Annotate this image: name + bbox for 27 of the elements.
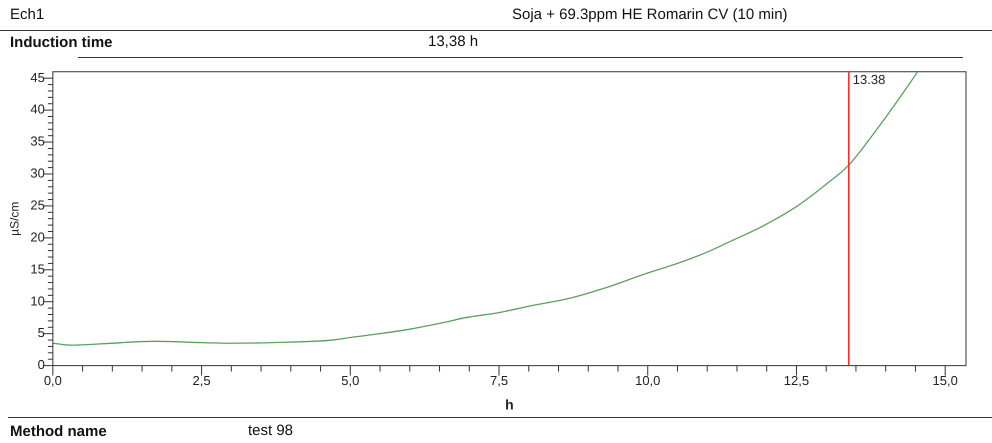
- x-tick-label: 0,0: [44, 372, 62, 388]
- x-tick-label: 2,5: [192, 372, 211, 388]
- y-tick-label: 20: [30, 229, 45, 244]
- x-tick-label: 5,0: [341, 372, 360, 388]
- y-tick-label: 10: [30, 293, 45, 308]
- x-tick-label: 7,5: [490, 372, 508, 388]
- x-tick-label: 10,0: [635, 372, 660, 388]
- text: test 98: [248, 422, 294, 439]
- text: Method name: [10, 423, 107, 440]
- chart-title: Ech1: [10, 6, 44, 23]
- y-tick-label: 35: [30, 134, 45, 149]
- y-tick-label: 5: [38, 325, 45, 340]
- y-axis-title: µS/cm: [8, 202, 22, 236]
- y-tick-label: 25: [30, 198, 45, 213]
- x-tick-label: 15,0: [932, 372, 958, 388]
- x-tick-label: 12,5: [784, 372, 810, 388]
- ref-line-label: 13.38: [852, 72, 886, 87]
- y-tick-label: 45: [30, 70, 45, 85]
- y-tick-label: 30: [30, 166, 45, 181]
- text: Induction time: [10, 34, 112, 51]
- text: 13,38 h: [428, 33, 478, 50]
- chart-subtitle: Soja + 69.3ppm HE Romarin CV (10 min): [512, 6, 788, 23]
- x-axis-title: h: [505, 396, 514, 412]
- line-series: [52, 72, 918, 346]
- y-tick-label: 40: [30, 102, 45, 117]
- y-tick-label: 15: [30, 261, 45, 276]
- y-tick-label: 0: [38, 357, 45, 372]
